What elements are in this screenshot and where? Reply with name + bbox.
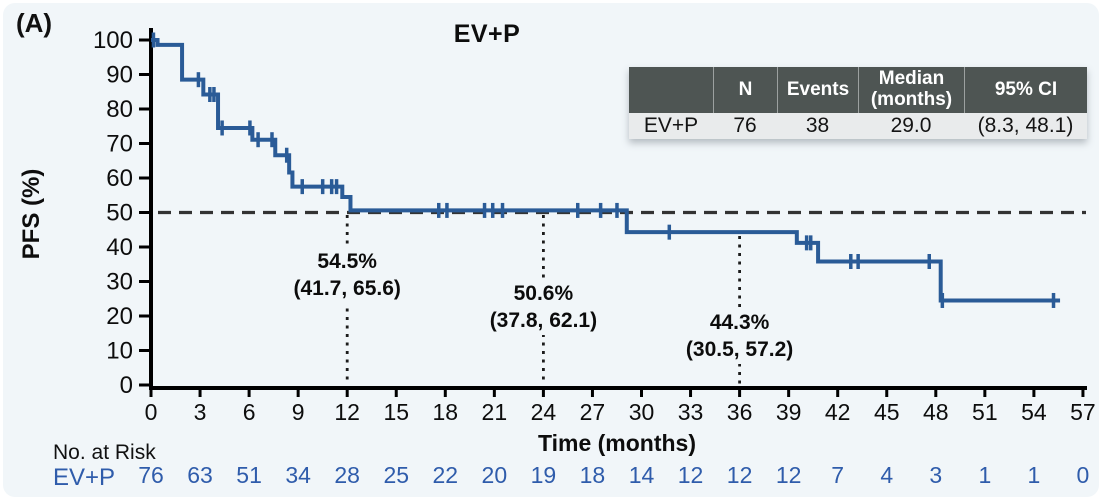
summary-table-header-row: N Events Median (months) 95% CI <box>629 67 1087 113</box>
y-tick-label: 60 <box>106 165 133 192</box>
y-tick-label: 30 <box>106 269 133 296</box>
risk-count: 3 <box>929 462 942 488</box>
x-tick-label: 12 <box>334 399 360 425</box>
landmark-annotation-36mo: 44.3% (30.5, 57.2) <box>678 308 801 364</box>
risk-count: 1 <box>1028 462 1041 488</box>
x-tick-label: 21 <box>482 399 508 425</box>
risk-count: 12 <box>776 462 802 488</box>
x-tick-label: 27 <box>580 399 606 425</box>
x-tick-label: 30 <box>629 399 655 425</box>
x-tick-label: 0 <box>145 399 158 425</box>
risk-count: 14 <box>629 462 655 488</box>
y-tick-label: 20 <box>106 303 133 330</box>
x-tick-label: 36 <box>727 399 753 425</box>
landmark-annotation-24mo: 50.6% (37.8, 62.1) <box>482 279 605 335</box>
x-tick-label: 48 <box>923 399 949 425</box>
annotation-value: 44.3% <box>709 311 770 334</box>
summary-cell-n: 76 <box>733 114 757 137</box>
x-tick-label: 3 <box>194 399 207 425</box>
risk-table-label: No. at Risk <box>53 441 156 464</box>
y-tick-label: 50 <box>106 200 133 227</box>
risk-table-group-label: EV+P <box>53 464 116 491</box>
summary-header-group <box>629 67 713 113</box>
summary-cell-group: EV+P <box>643 114 699 137</box>
risk-count: 22 <box>433 462 459 488</box>
risk-count: 63 <box>187 462 213 488</box>
y-tick-label: 80 <box>106 96 133 123</box>
summary-cell-events: 38 <box>805 114 830 137</box>
risk-count: 4 <box>880 462 893 488</box>
risk-count: 20 <box>482 462 508 488</box>
x-tick-label: 9 <box>292 399 305 425</box>
risk-count: 0 <box>1077 462 1090 488</box>
y-tick-label: 70 <box>106 131 133 158</box>
risk-count: 51 <box>236 462 262 488</box>
annotation-ci: (37.8, 62.1) <box>489 309 598 332</box>
annotation-ci: (41.7, 65.6) <box>293 277 401 300</box>
summary-header-events: Events <box>777 67 858 113</box>
x-tick-label: 42 <box>825 399 851 425</box>
annotation-value: 54.5% <box>317 250 377 273</box>
risk-count: 34 <box>285 462 311 488</box>
y-tick-label: 100 <box>93 27 133 54</box>
risk-count: 1 <box>978 462 991 488</box>
x-tick-label: 39 <box>776 399 802 425</box>
y-axis-title: PFS (%) <box>18 168 45 260</box>
x-tick-label: 51 <box>972 399 998 425</box>
x-tick-label: 18 <box>433 399 459 425</box>
x-tick-label: 6 <box>243 399 256 425</box>
summary-header-ci: 95% CI <box>964 67 1087 113</box>
risk-count: 18 <box>580 462 606 488</box>
risk-count: 19 <box>531 462 557 488</box>
summary-cell-ci: (8.3, 48.1) <box>977 114 1074 137</box>
x-axis-title: Time (months) <box>537 430 697 456</box>
risk-count: 28 <box>334 462 360 488</box>
y-tick-label: 0 <box>120 372 133 399</box>
annotation-value: 50.6% <box>513 282 574 305</box>
y-tick-label: 40 <box>106 234 133 261</box>
x-tick-label: 57 <box>1070 399 1096 425</box>
summary-header-n: N <box>713 67 777 113</box>
x-tick-label: 45 <box>874 399 900 425</box>
panel-label: (A) <box>16 8 53 38</box>
risk-count: 7 <box>831 462 844 488</box>
risk-count: 12 <box>727 462 753 488</box>
summary-table: N Events Median (months) 95% CI EV+P 76 … <box>629 67 1087 139</box>
risk-count: 12 <box>678 462 704 488</box>
x-tick-label: 15 <box>383 399 409 425</box>
y-tick-label: 90 <box>106 62 133 89</box>
risk-count: 25 <box>383 462 409 488</box>
summary-table-data-row: EV+P 76 38 29.0 (8.3, 48.1) <box>629 113 1087 139</box>
x-tick-label: 33 <box>678 399 704 425</box>
summary-cell-median: 29.0 <box>890 114 932 137</box>
x-tick-label: 54 <box>1021 399 1047 425</box>
chart-title: EV+P <box>453 20 521 48</box>
landmark-annotation-12mo: 54.5% (41.7, 65.6) <box>286 247 408 303</box>
risk-count: 76 <box>138 462 164 488</box>
y-tick-label: 10 <box>106 338 133 365</box>
annotation-ci: (30.5, 57.2) <box>685 338 794 361</box>
x-tick-label: 24 <box>531 399 557 425</box>
summary-header-median: Median (months) <box>858 67 964 113</box>
